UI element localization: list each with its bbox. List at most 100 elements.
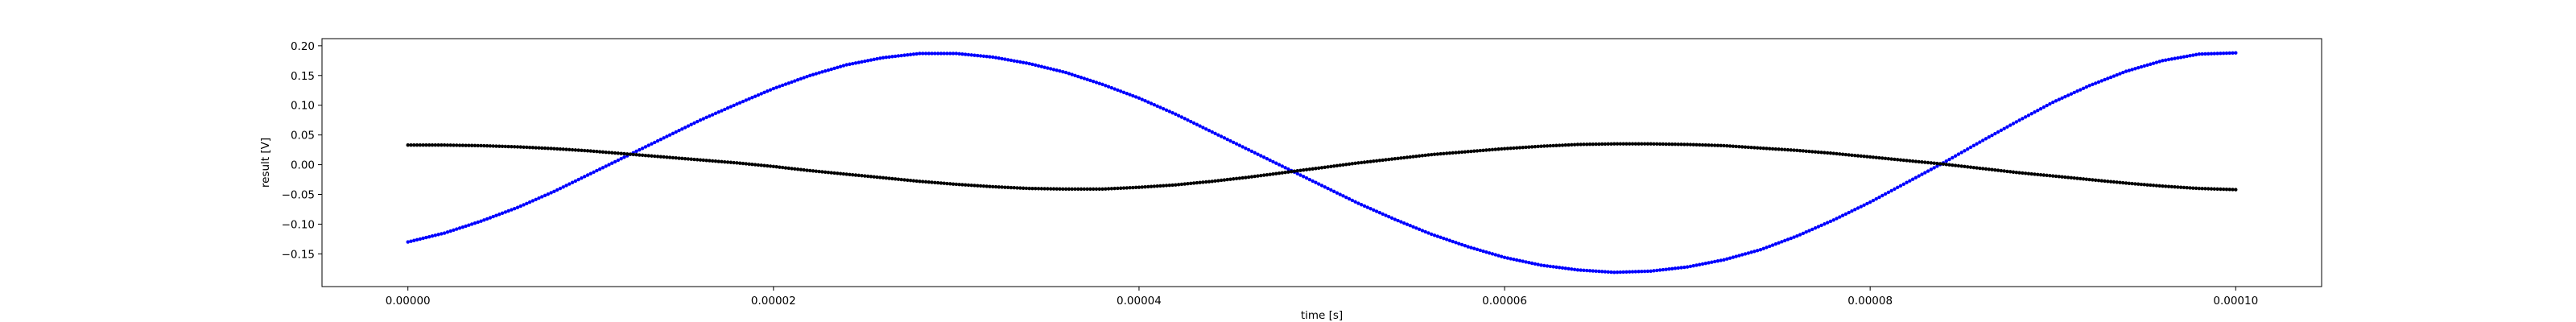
data-point (2176, 56, 2180, 60)
data-point (1377, 159, 1382, 163)
data-point (1698, 262, 1702, 266)
data-point (1137, 185, 1141, 189)
data-point (906, 178, 910, 182)
data-point (741, 161, 745, 166)
data-point (1232, 177, 1236, 181)
data-point (747, 97, 751, 101)
data-point (1901, 182, 1905, 186)
data-point (1219, 134, 1224, 138)
data-point (1106, 85, 1111, 89)
data-point (1801, 149, 1806, 153)
data-point (2051, 100, 2055, 105)
data-point (729, 105, 733, 109)
data-point (546, 192, 550, 196)
data-point (1131, 185, 1135, 190)
data-point (2121, 180, 2125, 185)
data-point (896, 177, 901, 181)
data-point (2203, 52, 2207, 56)
data-point (1277, 163, 1282, 167)
data-point (1067, 72, 1071, 76)
data-point (1703, 143, 1708, 147)
data-point (1780, 147, 1784, 151)
data-point (2041, 105, 2046, 109)
data-point (1615, 270, 1620, 275)
data-point (1719, 258, 1723, 262)
data-point (1932, 166, 1936, 170)
data-point (2157, 184, 2161, 188)
data-point (1417, 227, 1422, 232)
data-point (2231, 51, 2235, 56)
data-point (671, 155, 675, 160)
data-point (564, 184, 568, 188)
data-point (1143, 98, 1147, 103)
data-point (1304, 167, 1309, 171)
data-point (469, 222, 474, 226)
data-point (1402, 221, 1406, 225)
data-point (790, 167, 794, 171)
data-point (1097, 187, 1101, 192)
data-point (2112, 180, 2116, 184)
data-point (957, 52, 961, 56)
data-point (1249, 175, 1254, 179)
data-point (1314, 167, 1318, 171)
data-point (634, 153, 638, 157)
data-point (1685, 265, 1690, 269)
data-point (1061, 187, 1065, 192)
data-point (1051, 187, 1056, 191)
data-point (2118, 180, 2122, 184)
data-point (1874, 196, 1878, 201)
data-point (1524, 145, 1528, 150)
data-point (1587, 269, 1592, 273)
data-point (1162, 106, 1166, 111)
data-point (927, 180, 931, 184)
data-point (1655, 142, 1659, 147)
data-point (993, 56, 998, 60)
data-point (1234, 142, 1239, 146)
data-point (1606, 142, 1610, 147)
data-point (2072, 90, 2076, 95)
data-point (1951, 163, 1955, 167)
data-point (573, 148, 578, 152)
data-point (1292, 169, 1297, 173)
data-point (969, 183, 974, 188)
data-point (1765, 246, 1769, 250)
data-point (2081, 86, 2086, 91)
data-point (1719, 143, 1723, 148)
data-point (1740, 253, 1744, 257)
data-point (655, 138, 660, 143)
data-point (1198, 124, 1202, 128)
data-point (406, 143, 410, 147)
data-point (2209, 52, 2214, 56)
data-point (665, 155, 669, 159)
data-point (1451, 151, 1455, 155)
data-point (799, 76, 803, 81)
data-point (580, 148, 584, 153)
data-point (1070, 187, 1074, 192)
data-point (2063, 175, 2067, 180)
data-point (713, 111, 718, 116)
data-point (710, 159, 715, 163)
data-point (1055, 68, 1059, 72)
data-point (1261, 155, 1266, 159)
data-point (1853, 208, 1857, 212)
data-point (1956, 163, 1961, 168)
data-point (503, 210, 508, 214)
data-point (1752, 250, 1757, 254)
data-point (1575, 268, 1580, 272)
data-point (583, 175, 587, 179)
data-point (1947, 157, 1951, 162)
data-point (2212, 187, 2216, 191)
data-point (1615, 142, 1620, 146)
data-point (899, 53, 903, 58)
data-point (543, 146, 547, 151)
data-point (1046, 187, 1050, 191)
data-point (1999, 168, 2004, 173)
data-point (1030, 186, 1034, 191)
data-point (485, 144, 489, 148)
data-point (698, 118, 703, 122)
data-point (1356, 201, 1360, 205)
y-tick-label: −0.05 (282, 189, 315, 202)
data-point (2021, 117, 2025, 121)
data-point (1149, 101, 1154, 105)
data-point (1968, 165, 1973, 169)
